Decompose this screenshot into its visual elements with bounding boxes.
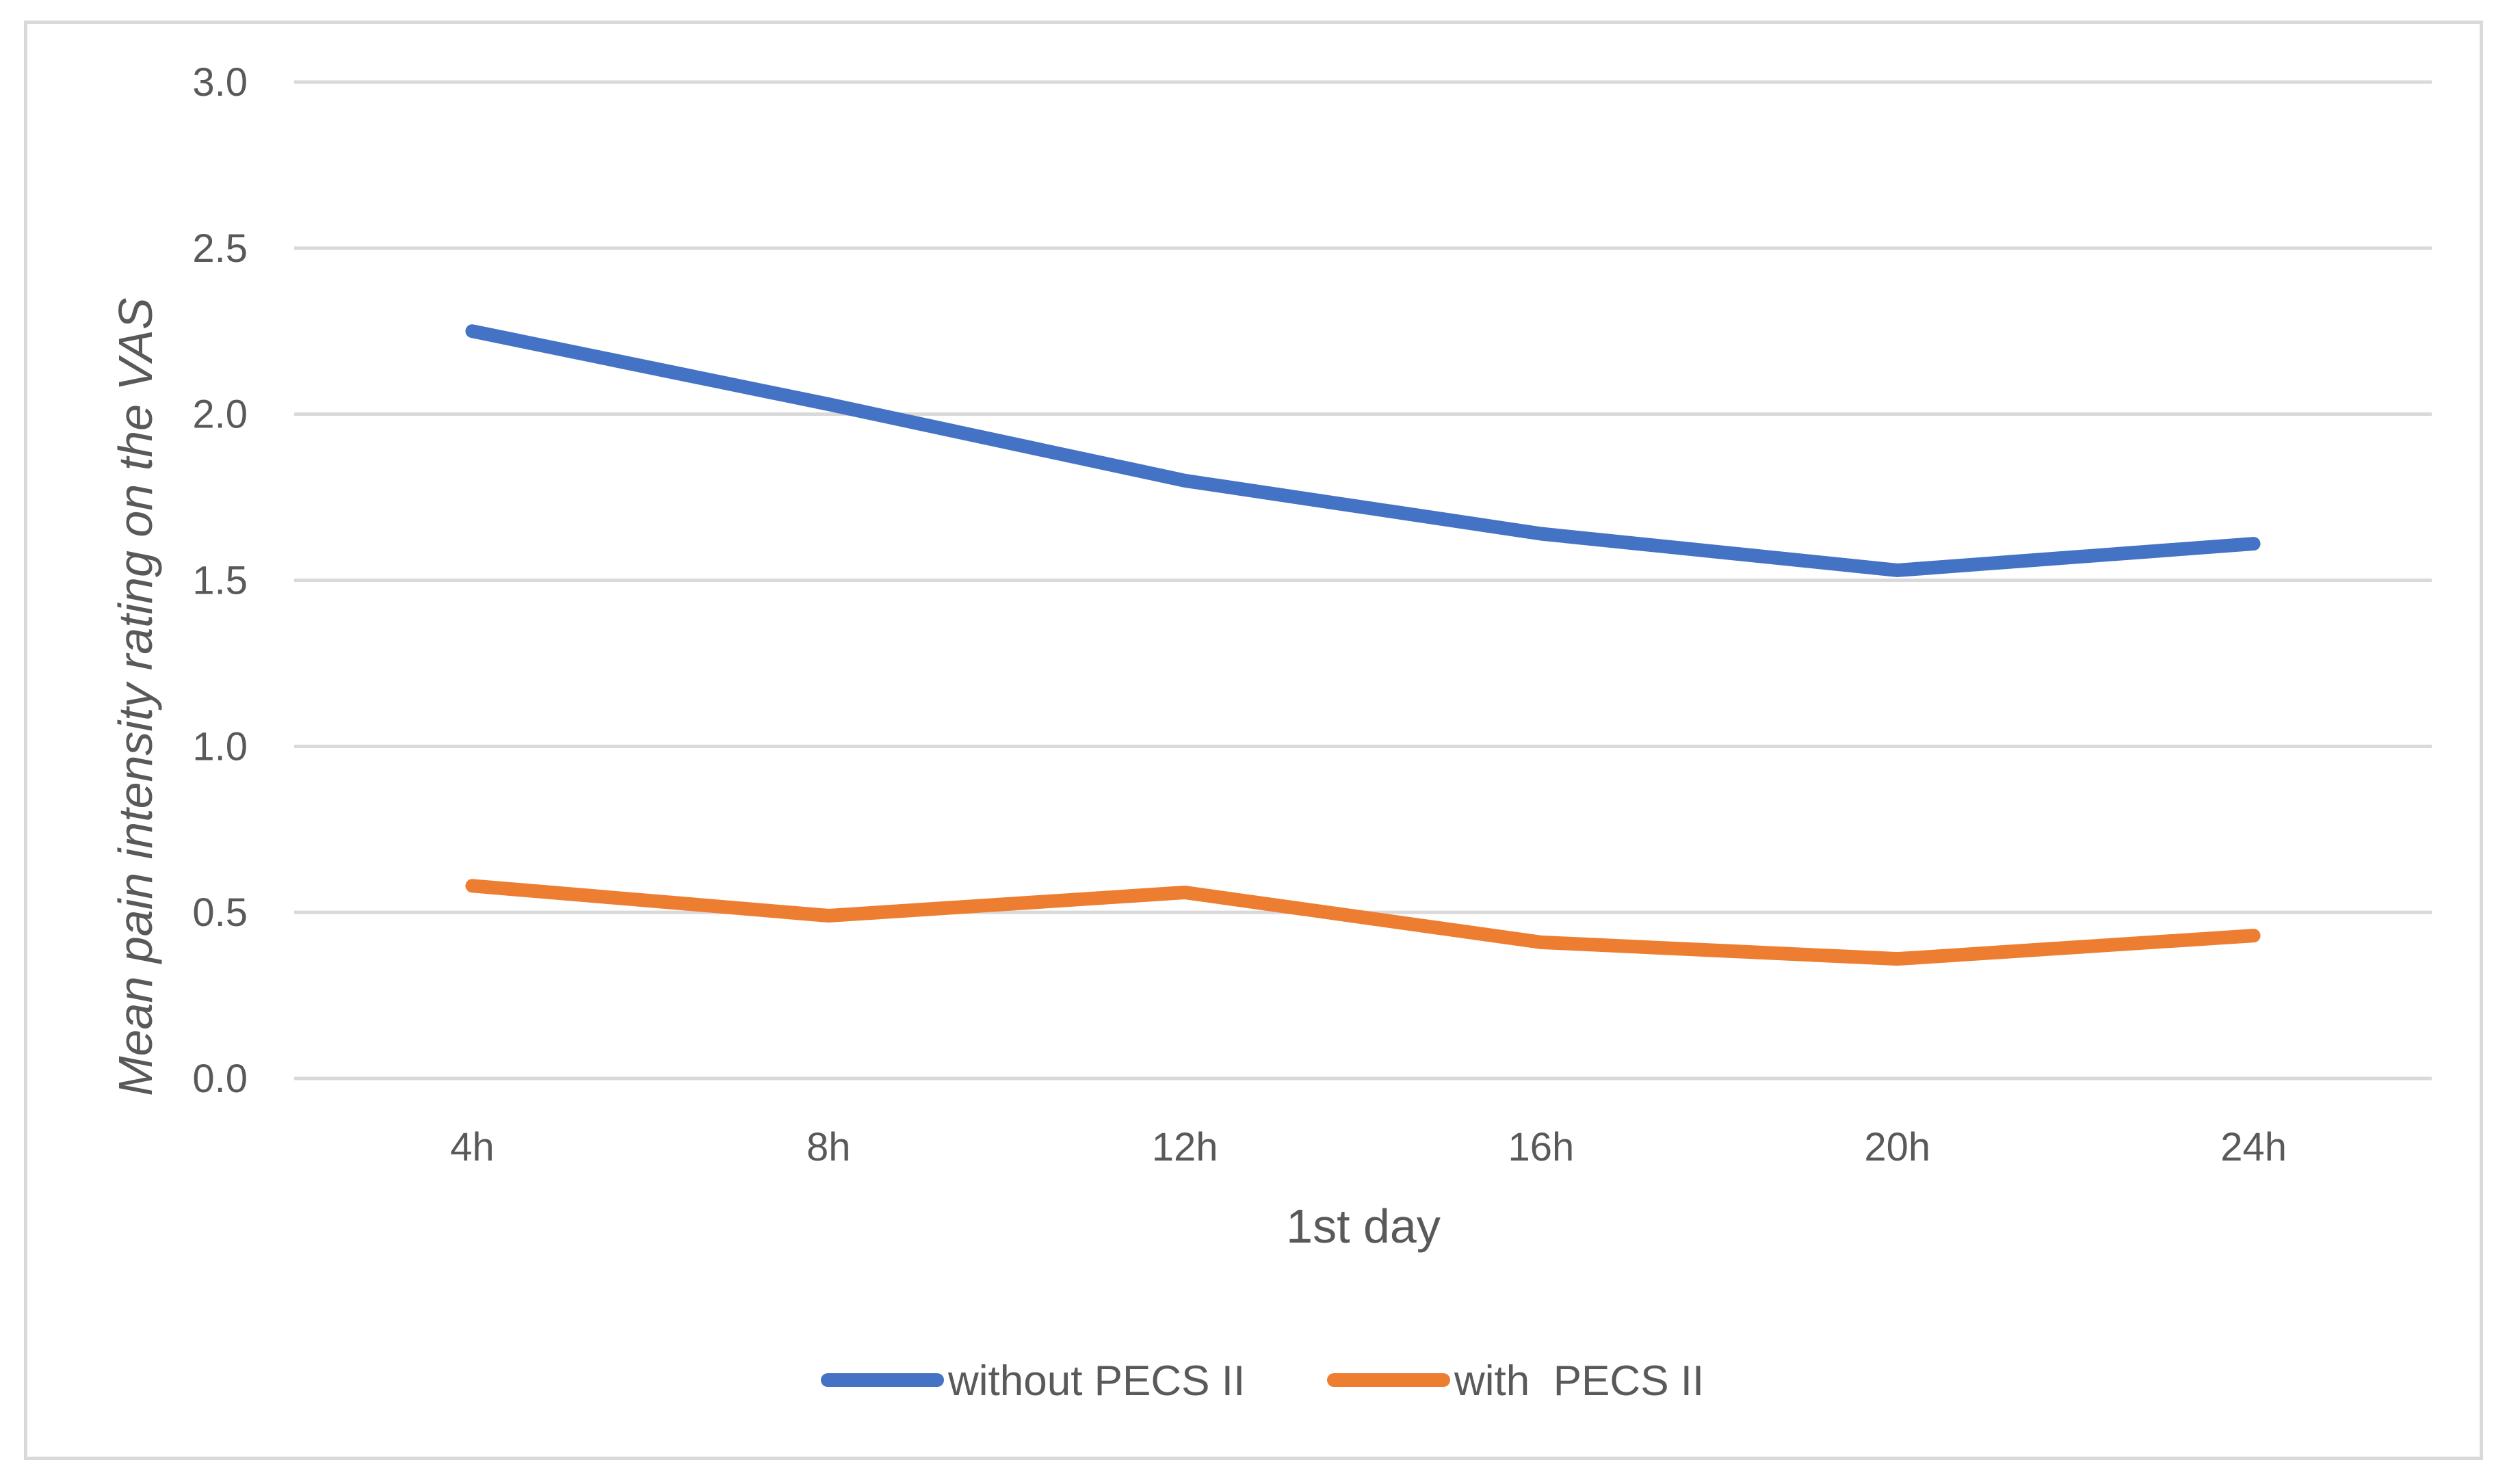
legend-item: without PECS II <box>821 1357 1245 1405</box>
series-lines <box>465 324 2261 966</box>
y-axis-title: Mean pain intensity rating on the VAS <box>109 297 162 1096</box>
legend-item: with PECS II <box>1327 1357 1704 1405</box>
series-line-2 <box>465 879 2261 966</box>
data-point <box>471 885 473 886</box>
x-tick-label: 16h <box>1508 1125 1575 1169</box>
y-tick-label: 0.5 <box>192 890 248 935</box>
x-tick-label: 8h <box>806 1125 851 1169</box>
x-tick-label: 20h <box>1864 1125 1930 1169</box>
data-point <box>1897 958 1898 959</box>
y-tick-label: 1.0 <box>192 724 248 769</box>
x-axis-title: 1st day <box>1286 1200 1441 1253</box>
data-point <box>1540 533 1542 535</box>
data-point <box>2253 935 2255 936</box>
chart-frame <box>24 21 2483 1460</box>
x-tick-label: 12h <box>1152 1125 1218 1169</box>
data-point <box>1184 480 1185 481</box>
legend: without PECS II with PECS II <box>821 1357 1704 1405</box>
y-axis-ticks: 0.0 0.5 1.0 1.5 2.0 2.5 3.0 <box>192 60 248 1101</box>
y-tick-label: 1.5 <box>192 559 248 603</box>
data-point <box>1540 942 1542 943</box>
gridlines <box>294 80 2432 1081</box>
y-tick-label: 0.0 <box>192 1057 248 1101</box>
data-point <box>1184 892 1185 893</box>
y-tick-label: 2.0 <box>192 393 248 437</box>
legend-label: with PECS II <box>1454 1357 1704 1405</box>
data-point <box>471 330 473 332</box>
series-line-1 <box>465 324 2261 577</box>
y-tick-label: 3.0 <box>192 60 248 105</box>
data-point <box>828 403 829 405</box>
x-tick-label: 24h <box>2220 1125 2287 1169</box>
x-axis-ticks: 4h 8h 12h 16h 20h 24h <box>450 1125 2287 1169</box>
legend-label: without PECS II <box>947 1357 1245 1405</box>
data-point <box>2253 543 2255 544</box>
y-tick-label: 2.5 <box>192 226 248 271</box>
x-tick-label: 4h <box>450 1125 495 1169</box>
data-point <box>828 915 829 916</box>
data-point <box>1897 570 1898 571</box>
